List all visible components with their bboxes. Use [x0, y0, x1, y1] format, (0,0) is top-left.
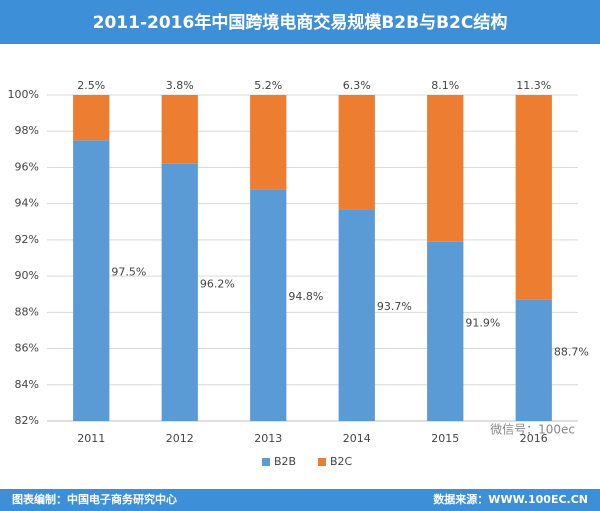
data-label: 5.2%: [254, 79, 282, 92]
data-label: 97.5%: [111, 266, 146, 279]
legend-label: B2B: [274, 455, 296, 468]
bar-b2c: [338, 95, 375, 210]
data-label: 3.8%: [166, 79, 194, 92]
data-label: 88.7%: [554, 345, 589, 358]
y-tick-label: 86%: [15, 342, 39, 355]
bar-b2b: [250, 189, 287, 421]
legend-swatch: [262, 458, 270, 466]
data-label: 91.9%: [465, 316, 500, 329]
source: 数据来源：WWW.100EC.CN: [433, 492, 588, 506]
legend-swatch: [318, 458, 326, 466]
data-label: 8.1%: [431, 79, 459, 92]
y-tick-label: 92%: [15, 233, 39, 246]
x-tick-label: 2016: [520, 432, 548, 445]
title-banner: [0, 0, 600, 44]
legend-label: B2C: [330, 455, 353, 468]
x-tick-label: 2015: [431, 432, 459, 445]
y-tick-label: 84%: [15, 378, 39, 391]
y-tick-label: 88%: [15, 305, 39, 318]
bar-b2c: [515, 95, 552, 300]
footer-banner: [0, 489, 600, 511]
y-tick-label: 98%: [15, 124, 39, 137]
y-tick-label: 94%: [15, 197, 39, 210]
data-label: 96.2%: [200, 277, 235, 290]
chart-title: 2011-2016年中国跨境电商交易规模B2B与B2C结构: [93, 12, 508, 33]
bar-b2b: [515, 299, 552, 421]
bar-b2c: [161, 95, 198, 164]
bar-b2b: [73, 140, 110, 421]
x-tick-label: 2014: [343, 432, 371, 445]
x-tick-label: 2013: [254, 432, 282, 445]
y-tick-label: 90%: [15, 269, 39, 282]
data-label: 2.5%: [77, 79, 105, 92]
y-tick-label: 82%: [15, 414, 39, 427]
x-tick-label: 2011: [77, 432, 105, 445]
data-label: 93.7%: [377, 300, 412, 313]
bar-b2c: [73, 95, 110, 141]
watermark: 微信号：100ec: [490, 423, 575, 437]
bar-b2b: [161, 163, 198, 422]
data-label: 6.3%: [343, 79, 371, 92]
bar-b2b: [338, 209, 375, 421]
data-label: 11.3%: [516, 79, 551, 92]
credit: 图表编制：中国电子商务研究中心: [12, 492, 177, 506]
y-tick-label: 96%: [15, 160, 39, 173]
x-tick-label: 2012: [166, 432, 194, 445]
data-label: 94.8%: [288, 290, 323, 303]
bar-b2c: [250, 95, 287, 190]
bar-b2c: [427, 95, 464, 242]
y-tick-label: 100%: [8, 88, 39, 101]
bar-b2b: [427, 241, 464, 421]
